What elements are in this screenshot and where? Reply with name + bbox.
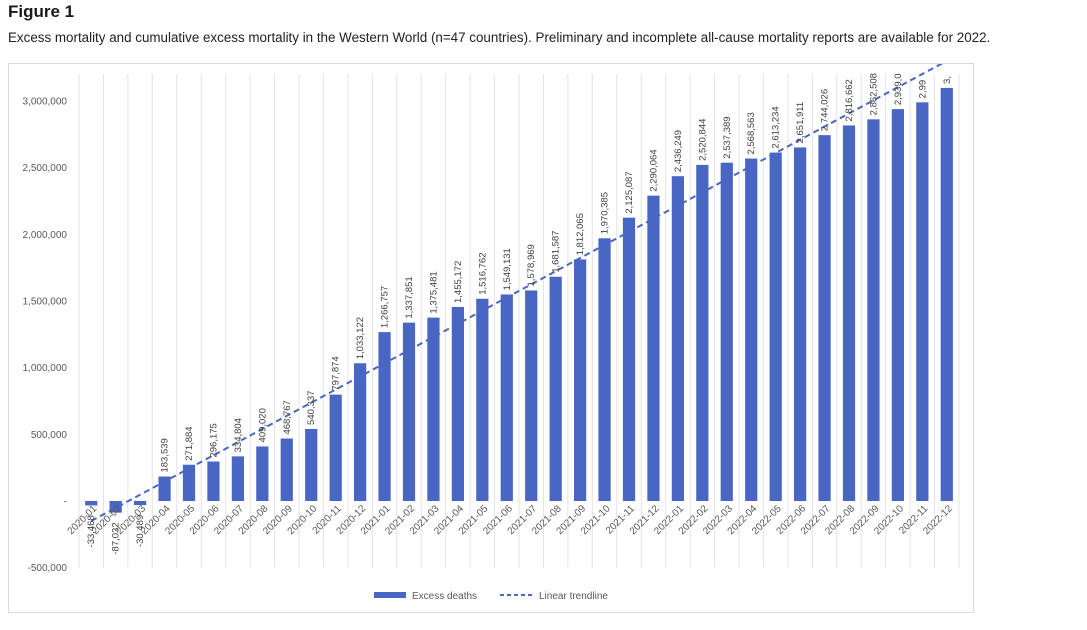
data-label-2020-02: -87,032	[111, 522, 122, 554]
data-label-2022-05: 2,613,234	[771, 106, 782, 148]
legend-label-excess-deaths: Excess deaths	[412, 591, 477, 602]
gridlines	[78, 74, 960, 568]
bar-2021-02	[402, 322, 416, 501]
bar-2020-03	[134, 501, 147, 506]
figure-title: Figure 1	[8, 2, 75, 21]
bar-2020-12	[354, 363, 367, 501]
data-label-2022-12: 3,	[942, 76, 953, 84]
bar-2022-12	[940, 87, 953, 501]
y-tick-label: 2,000,000	[23, 230, 68, 241]
bar-2021-01	[378, 332, 391, 501]
bar-2020-10	[305, 428, 318, 501]
chart-frame: -33,468 -87,032 -30,489 183,539 271,884 296,1…	[8, 63, 974, 613]
y-tick-label: 2,500,000	[23, 163, 68, 174]
bar-2020-04	[158, 476, 171, 501]
trendline-group	[90, 64, 944, 522]
data-label-2022-04: 2,568,563	[746, 112, 757, 154]
y-tick-label: -500,000	[28, 563, 68, 574]
bar-2021-05	[476, 298, 489, 501]
data-label-2021-08: 1,681,587	[551, 231, 562, 273]
excess-mortality-chart: -33,468 -87,032 -30,489 183,539 271,884 296,1…	[23, 64, 960, 602]
data-label-2021-03: 1,375,481	[428, 271, 439, 313]
data-label-2022-07: 2,744,026	[820, 89, 831, 131]
data-label-2021-10: 1,970,385	[600, 192, 611, 234]
data-label-2021-05: 1,516,762	[477, 252, 488, 294]
data-label-2022-11: 2,99	[917, 80, 928, 99]
data-label-2021-09: 1,812,065	[575, 213, 586, 255]
bar-2022-05	[769, 152, 782, 502]
data-label-2020-11: 797,874	[331, 356, 342, 390]
bar-2021-12	[647, 195, 660, 501]
bar-2022-01	[671, 176, 684, 501]
bar-2020-01	[85, 501, 98, 506]
bars	[85, 87, 953, 513]
bar-2022-09	[867, 119, 880, 501]
figure-caption: Excess mortality and cumulative excess m…	[8, 30, 991, 45]
data-label-2020-09: 468,767	[282, 400, 293, 434]
bar-2021-09	[574, 259, 587, 501]
bar-2020-06	[207, 461, 220, 501]
x-axis: 2020-012020-022020-032020-042020-052020-…	[66, 503, 956, 537]
y-tick-label: 500,000	[31, 430, 68, 441]
data-label-2021-04: 1,455,172	[453, 261, 464, 303]
y-tick-label: 3,000,000	[23, 97, 68, 108]
bar-2020-07	[231, 456, 244, 501]
bar-2022-02	[696, 164, 709, 502]
bar-2021-11	[622, 217, 636, 501]
bar-2020-11	[329, 394, 342, 501]
bar-2020-09	[280, 438, 293, 501]
linear-trendline	[90, 64, 944, 522]
data-label-2020-06: 296,175	[208, 423, 219, 457]
bar-2021-08	[549, 276, 562, 501]
bar-2022-06	[794, 147, 807, 501]
data-label-2021-01: 1,266,757	[380, 286, 391, 328]
data-label-2020-08: 409,020	[257, 408, 268, 442]
bar-2022-03	[720, 162, 733, 501]
legend-label-trendline: Linear trendline	[539, 591, 608, 602]
bar-2020-02	[109, 501, 122, 513]
bar-2022-10	[891, 109, 904, 501]
data-label-2020-04: 183,539	[160, 438, 171, 472]
data-label-2020-10: 540,337	[306, 391, 317, 425]
legend: Excess deaths Linear trendline	[374, 591, 608, 602]
y-tick-label: 1,000,000	[23, 363, 68, 374]
data-labels: -33,468 -87,032 -30,489 183,539 271,884 296,1…	[86, 73, 953, 555]
bar-2020-05	[182, 464, 196, 501]
data-label-2022-03: 2,537,389	[722, 116, 733, 158]
bar-2021-07	[525, 290, 538, 501]
bar-2022-08	[842, 125, 856, 501]
data-label-2021-11: 2,125,087	[624, 171, 635, 213]
bar-2022-11	[916, 102, 929, 502]
data-label-2021-06: 1,549,131	[502, 248, 513, 290]
data-label-2022-10: 2,939,0	[893, 73, 904, 105]
data-label-2021-12: 2,290,064	[648, 149, 659, 191]
data-label-2022-02: 2,520,844	[697, 119, 708, 161]
data-label-2022-09: 2,862,508	[868, 73, 879, 115]
bar-2022-07	[818, 135, 831, 501]
data-label-2020-12: 1,033,122	[355, 317, 366, 359]
data-label-2021-02: 1,337,851	[404, 276, 415, 318]
data-label-2022-08: 2,816,662	[844, 79, 855, 121]
y-tick-label: 1,500,000	[23, 297, 68, 308]
y-axis: -500,000-500,0001,000,0001,500,0002,000,…	[23, 97, 68, 575]
y-tick-label: -	[64, 497, 67, 508]
data-label-2022-06: 2,651,911	[795, 102, 806, 144]
bar-2021-03	[427, 317, 440, 501]
bar-2021-04	[451, 306, 464, 501]
data-label-2022-01: 2,436,249	[673, 130, 684, 172]
legend-swatch-excess-deaths	[374, 592, 406, 598]
data-label-2021-07: 1,578,969	[526, 244, 537, 286]
data-label-2020-01: -33,468	[86, 515, 97, 547]
bar-2021-10	[598, 238, 611, 502]
bar-2020-08	[256, 446, 269, 501]
data-label-2020-07: 334,804	[233, 418, 244, 452]
bar-2022-04	[745, 158, 758, 501]
data-label-2020-03: -30,489	[135, 515, 146, 547]
data-label-2020-05: 271,884	[184, 426, 195, 460]
bar-2021-06	[500, 294, 513, 501]
